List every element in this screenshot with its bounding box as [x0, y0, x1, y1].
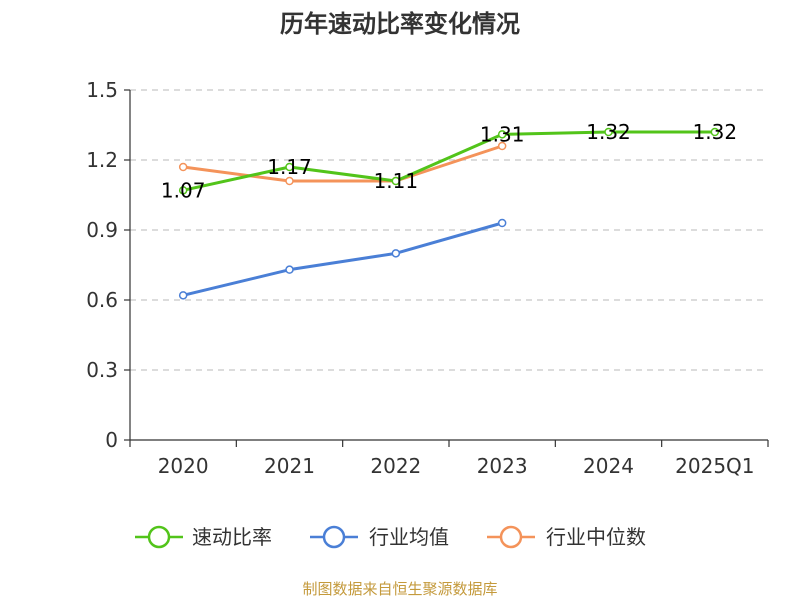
data-point: [285, 176, 294, 186]
x-tick-label: 2025Q1: [675, 454, 754, 478]
data-point: [497, 141, 507, 151]
legend-label: 速动比率: [192, 525, 272, 549]
data-label: 1.32: [586, 120, 631, 144]
y-tick-label: 0.6: [86, 288, 118, 312]
data-point: [285, 162, 294, 172]
data-point: [710, 127, 720, 137]
x-tick-label: 2022: [370, 454, 421, 478]
grid-lines: [130, 89, 768, 371]
source-note: 制图数据来自恒生聚源数据库: [302, 580, 497, 598]
x-axis: 2020 2021 2022 2023 2024 2025Q1: [129, 439, 769, 478]
legend-label: 行业均值: [369, 525, 449, 549]
series-group: [178, 127, 720, 300]
x-tick-label: 2023: [477, 454, 528, 478]
y-tick-label: 0.9: [86, 218, 118, 242]
legend-marker: [322, 525, 346, 549]
data-point: [391, 249, 401, 258]
y-tick-label: 0: [105, 428, 118, 452]
chart-title: 历年速动比率变化情况: [280, 10, 520, 38]
x-tick-label: 2021: [264, 454, 315, 478]
legend-item-0[interactable]: 速动比率: [135, 525, 272, 549]
data-label: 1.31: [480, 122, 525, 146]
legend-marker: [147, 525, 171, 549]
legend-label: 行业中位数: [546, 525, 646, 549]
y-axis: 0 0.3 0.6 0.9 1.2 1.5: [86, 78, 131, 452]
y-tick-label: 1.5: [86, 78, 118, 102]
data-point: [497, 130, 507, 139]
data-label: 1.17: [267, 155, 312, 179]
legend-item-2[interactable]: 行业中位数: [487, 525, 646, 549]
data-point: [178, 186, 188, 195]
data-label: 1.11: [374, 169, 419, 193]
y-tick-label: 1.2: [86, 148, 118, 172]
y-tick-label: 0.3: [86, 358, 118, 382]
data-point: [178, 162, 188, 172]
series-line-0: [182, 130, 715, 192]
x-tick-label: 2020: [158, 454, 209, 478]
legend[interactable]: 速动比率 行业均值 行业中位数: [135, 525, 646, 549]
data-point: [178, 291, 188, 300]
data-label: 1.32: [693, 120, 738, 144]
legend-marker: [499, 525, 523, 549]
legend-item-1[interactable]: 行业均值: [310, 525, 449, 549]
x-tick-label: 2024: [583, 454, 634, 478]
data-label: 1.07: [161, 178, 206, 202]
series-line-2: [182, 144, 503, 183]
data-point: [497, 218, 507, 228]
series-line-1: [182, 221, 503, 297]
data-point: [391, 176, 401, 186]
data-point: [604, 127, 613, 137]
data-labels: 1.07 1.17 1.11 1.31 1.32 1.32: [161, 120, 737, 202]
data-point: [285, 265, 294, 274]
